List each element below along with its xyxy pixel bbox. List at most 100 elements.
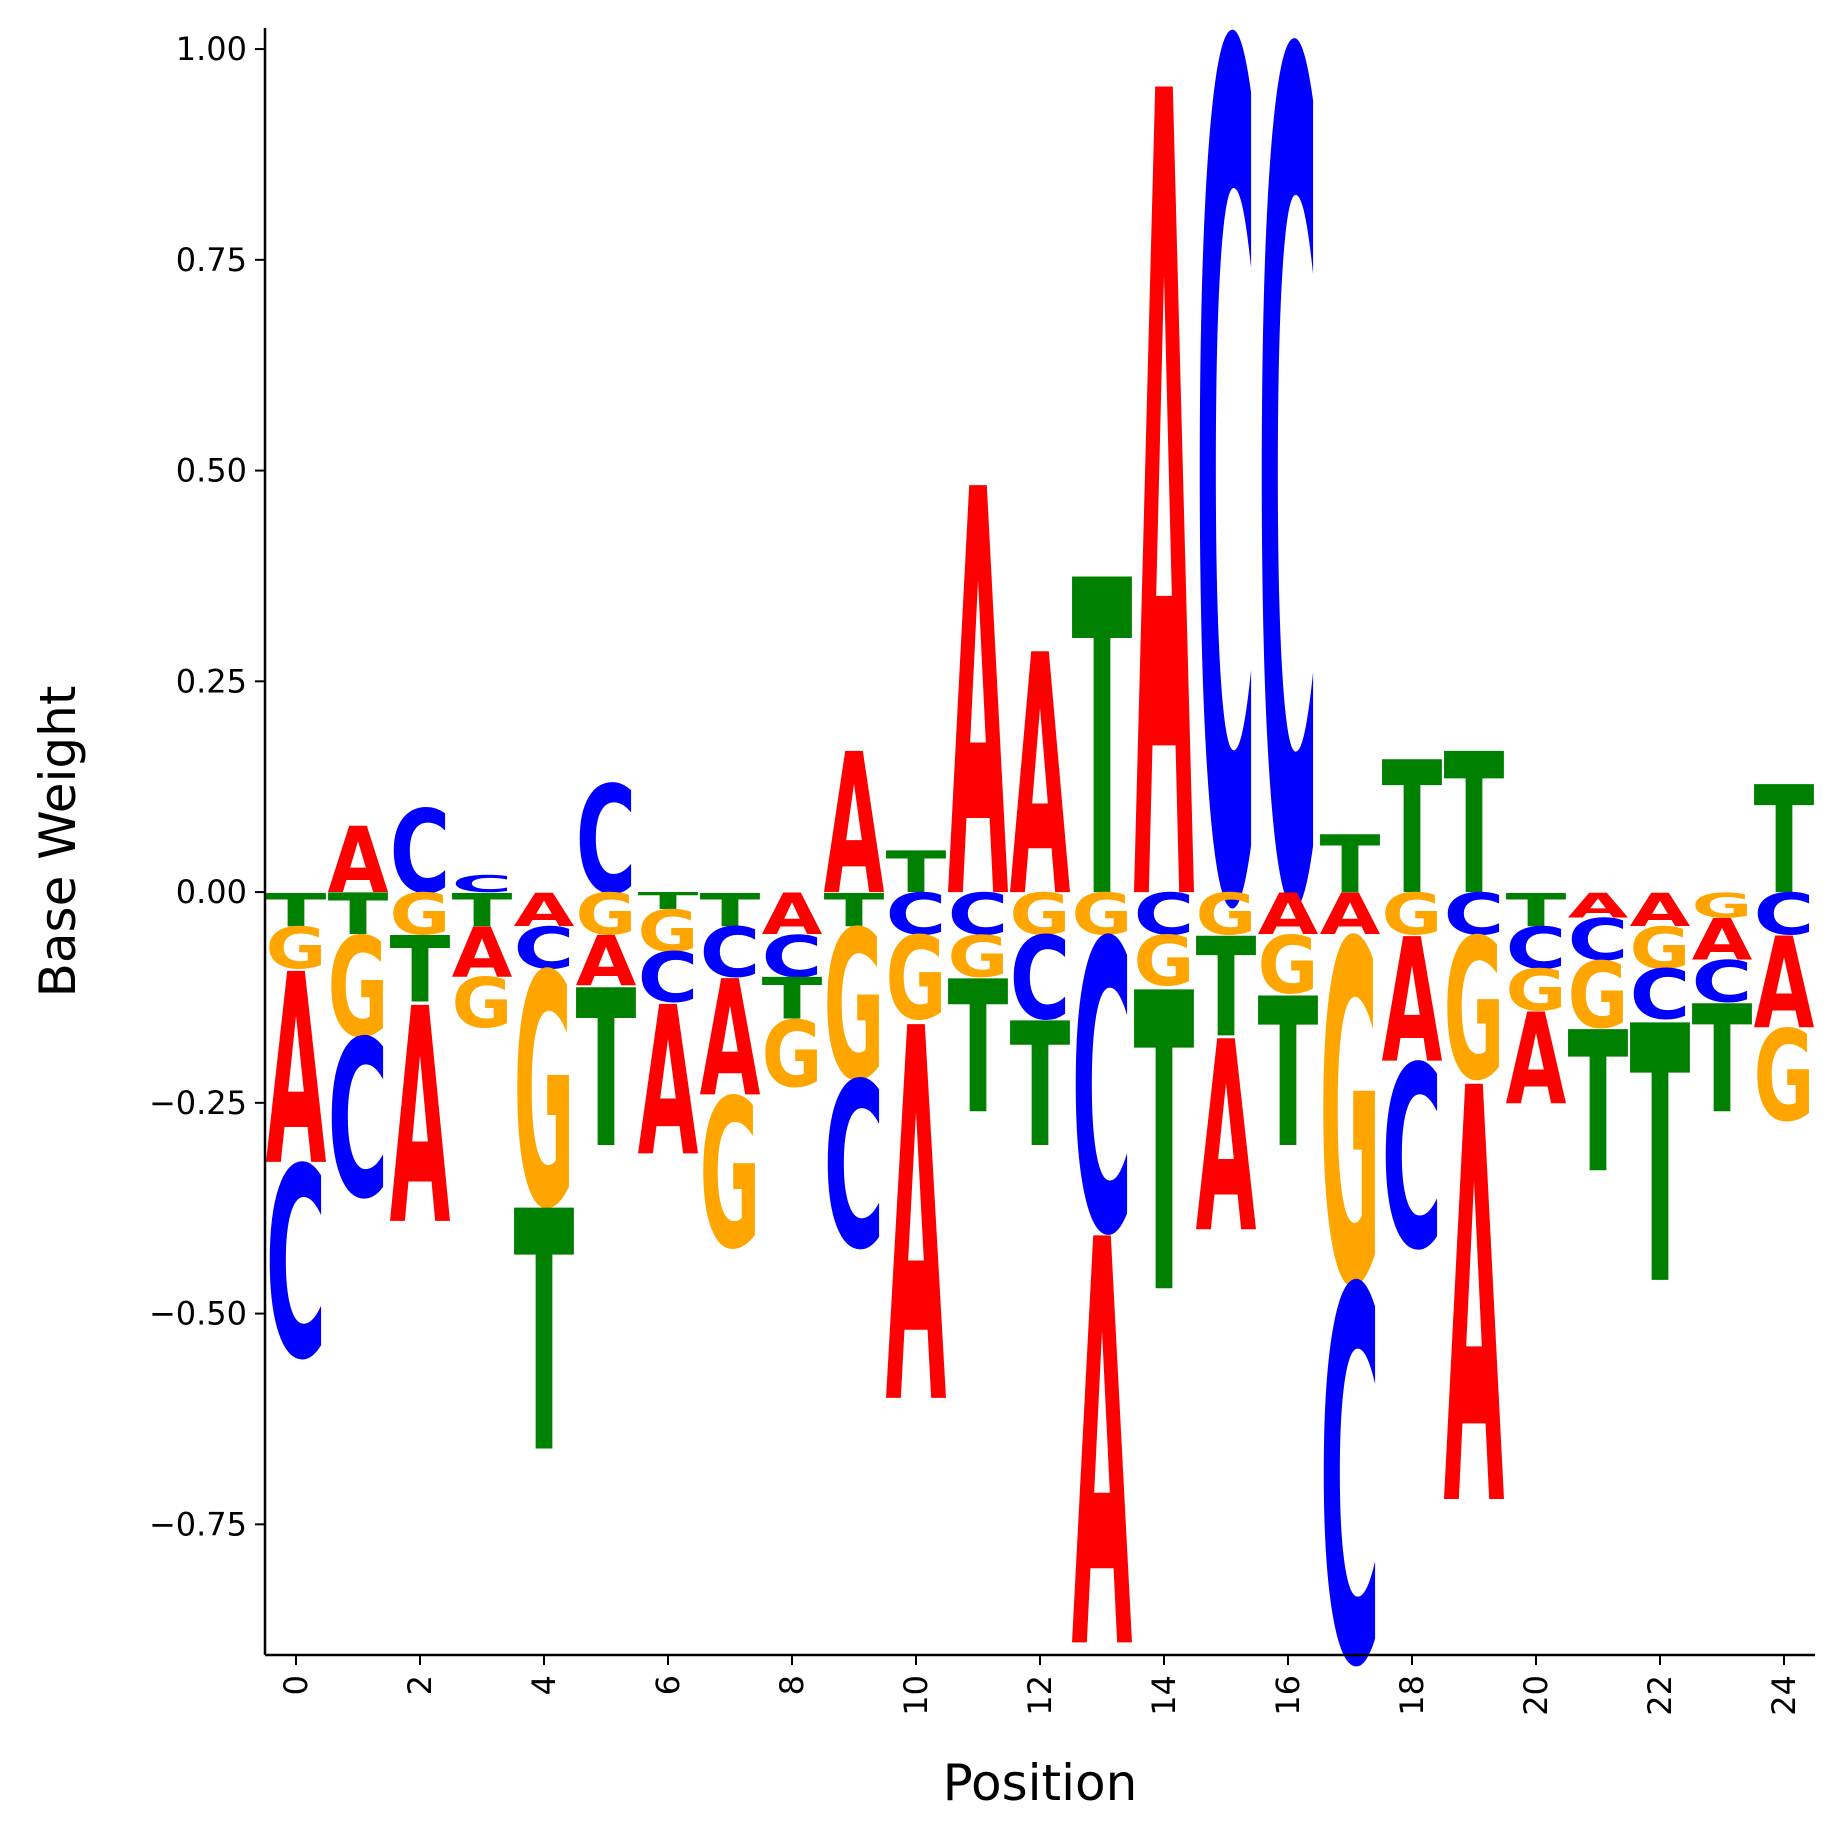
logo-letter-c-pos23: C: [1692, 949, 1753, 1016]
x-tick-label: 24: [1765, 1675, 1803, 1716]
logo-letter-g-pos0: G: [266, 915, 327, 981]
logo-letter-g-pos12: G: [1010, 882, 1071, 948]
logo-letter-a-pos23: A: [1692, 907, 1753, 973]
x-tick-label: 8: [773, 1675, 811, 1695]
logo-letter-c-pos9: C: [824, 1036, 885, 1301]
y-tick-label: 0.25: [176, 662, 247, 700]
logo-letter-t-pos13: T: [1072, 490, 1133, 994]
logo-letter-a-pos19: A: [1444, 971, 1505, 1634]
logo-letter-t-pos15: T: [1196, 910, 1257, 1069]
logo-letter-a-pos14: A: [1134, 0, 1195, 1153]
x-tick-label: 6: [649, 1675, 687, 1695]
logo-letter-t-pos10: T: [886, 840, 947, 906]
logo-letter-a-pos3: A: [452, 914, 513, 993]
logo-letter-g-pos20: G: [1506, 957, 1567, 1023]
logo-letter-g-pos16: G: [1258, 921, 1319, 1013]
x-tick-label: 0: [277, 1675, 315, 1695]
logo-letter-t-pos1: T: [328, 882, 389, 948]
logo-letter-c-pos19: C: [1444, 881, 1505, 948]
x-ticks: 0 2 4 6 8 10 12 14 16 18 20 22 24: [277, 1655, 1803, 1716]
x-tick-label: 4: [525, 1675, 563, 1695]
logo-letter-g-pos2: G: [390, 882, 451, 948]
logo-letter-g-pos6: G: [638, 898, 699, 964]
y-axis-title: Base Weight: [29, 686, 87, 998]
x-tick-label: 2: [401, 1675, 439, 1695]
logo-letter-g-pos24: G: [1754, 1004, 1815, 1150]
logo-letter-c-pos11: C: [948, 881, 1009, 948]
logo-letter-t-pos2: T: [390, 918, 451, 1024]
logo-letter-c-pos1: C: [328, 995, 389, 1247]
y-tick-label: −0.25: [149, 1084, 247, 1122]
logo-letter-c-pos10: C: [886, 881, 947, 948]
logo-letter-a-pos2: A: [390, 947, 451, 1291]
logo-letter-c-pos17: C: [1320, 1183, 1381, 1781]
logo-letter-t-pos17: T: [1320, 819, 1381, 911]
logo-letter-t-pos3: T: [452, 883, 513, 936]
logo-letter-t-pos12: T: [1010, 988, 1071, 1186]
logo-letter-a-pos10: A: [886, 924, 947, 1520]
logo-letter-c-pos5: C: [576, 756, 637, 928]
logo-letter-g-pos15: G: [1196, 882, 1257, 948]
logo-letter-c-pos14: C: [1134, 881, 1195, 948]
logo-letter-t-pos8: T: [762, 966, 823, 1032]
logo-letter-g-pos10: G: [886, 913, 947, 1046]
logo-letter-a-pos4: A: [514, 884, 575, 937]
logo-letter-t-pos0: T: [266, 883, 327, 936]
logo-letter-t-pos11: T: [948, 942, 1009, 1154]
y-tick-label: −0.75: [149, 1505, 247, 1543]
logo-letter-g-pos14: G: [1134, 921, 1195, 1001]
logo-letter-g-pos23: G: [1692, 885, 1753, 925]
logo-letter-a-pos15: A: [1196, 985, 1257, 1291]
y-tick-label: 0.50: [176, 452, 247, 490]
y-tick-label: 0.75: [176, 241, 247, 279]
logo-letter-g-pos22: G: [1630, 915, 1691, 981]
logo-letter-c-pos22: C: [1630, 956, 1691, 1035]
logo-letter-g-pos13: G: [1072, 882, 1133, 948]
logo-letter-c-pos12: C: [1010, 914, 1071, 1046]
y-tick-label: −0.50: [149, 1295, 247, 1333]
x-tick-label: 22: [1641, 1675, 1679, 1716]
y-ticks: 1.00 0.75 0.50 0.25 0.00 −0.25 −0.50 −0.75: [149, 30, 265, 1543]
logo-letter-g-pos3: G: [452, 964, 513, 1044]
logo-letter-t-pos18: T: [1382, 723, 1443, 935]
logo-letter-t-pos7: T: [700, 883, 761, 936]
logo-letter-a-pos12: A: [1010, 585, 1071, 970]
logo-letter-t-pos9: T: [824, 883, 885, 936]
x-tick-label: 10: [897, 1675, 935, 1716]
logo-letter-g-pos21: G: [1568, 942, 1629, 1048]
logo-letter-a-pos17: A: [1320, 882, 1381, 948]
x-tick-label: 20: [1517, 1675, 1555, 1716]
logo-letter-c-pos20: C: [1506, 915, 1567, 982]
logo-letter-a-pos13: A: [1072, 1126, 1133, 1776]
logo-letter-g-pos7: G: [700, 1057, 761, 1295]
logo-letter-t-pos21: T: [1568, 990, 1629, 1216]
logo-letters: TGACATGCCGTACTAGACGTCGATTGCATCAGACTGATGC…: [266, 0, 1815, 1781]
logo-letter-c-pos8: C: [762, 923, 823, 990]
logo-letter-g-pos9: G: [824, 889, 885, 1127]
logo-letter-c-pos0: C: [266, 1113, 327, 1418]
logo-letter-c-pos24: C: [1754, 881, 1815, 948]
logo-letter-g-pos1: G: [328, 909, 389, 1068]
logo-letter-a-pos5: A: [576, 923, 637, 1002]
logo-letter-t-pos14: T: [1134, 908, 1195, 1385]
logo-letter-t-pos20: T: [1506, 883, 1567, 936]
logo-letter-c-pos21: C: [1568, 907, 1629, 974]
x-tick-label: 14: [1145, 1675, 1183, 1716]
logo-letter-g-pos4: G: [514, 908, 575, 1280]
logo-letter-c-pos4: C: [514, 915, 575, 982]
logo-letter-t-pos22: T: [1630, 952, 1691, 1363]
logo-letter-a-pos9: A: [824, 713, 885, 938]
logo-letter-a-pos6: A: [638, 963, 699, 1202]
logo-letter-a-pos11: A: [948, 375, 1009, 1025]
logo-letter-t-pos23: T: [1692, 974, 1753, 1146]
logo-letter-a-pos24: A: [1754, 911, 1815, 1057]
logo-letter-t-pos19: T: [1444, 712, 1505, 938]
x-tick-label: 16: [1269, 1675, 1307, 1716]
logo-letter-a-pos21: A: [1568, 886, 1629, 926]
logo-letter-t-pos5: T: [576, 945, 637, 1197]
logo-letter-a-pos8: A: [762, 882, 823, 948]
logo-letter-c-pos16: C: [1258, 0, 1319, 1164]
x-tick-label: 18: [1393, 1675, 1431, 1716]
logo-letter-g-pos5: G: [576, 882, 637, 948]
y-tick-label: 0.00: [176, 873, 247, 911]
